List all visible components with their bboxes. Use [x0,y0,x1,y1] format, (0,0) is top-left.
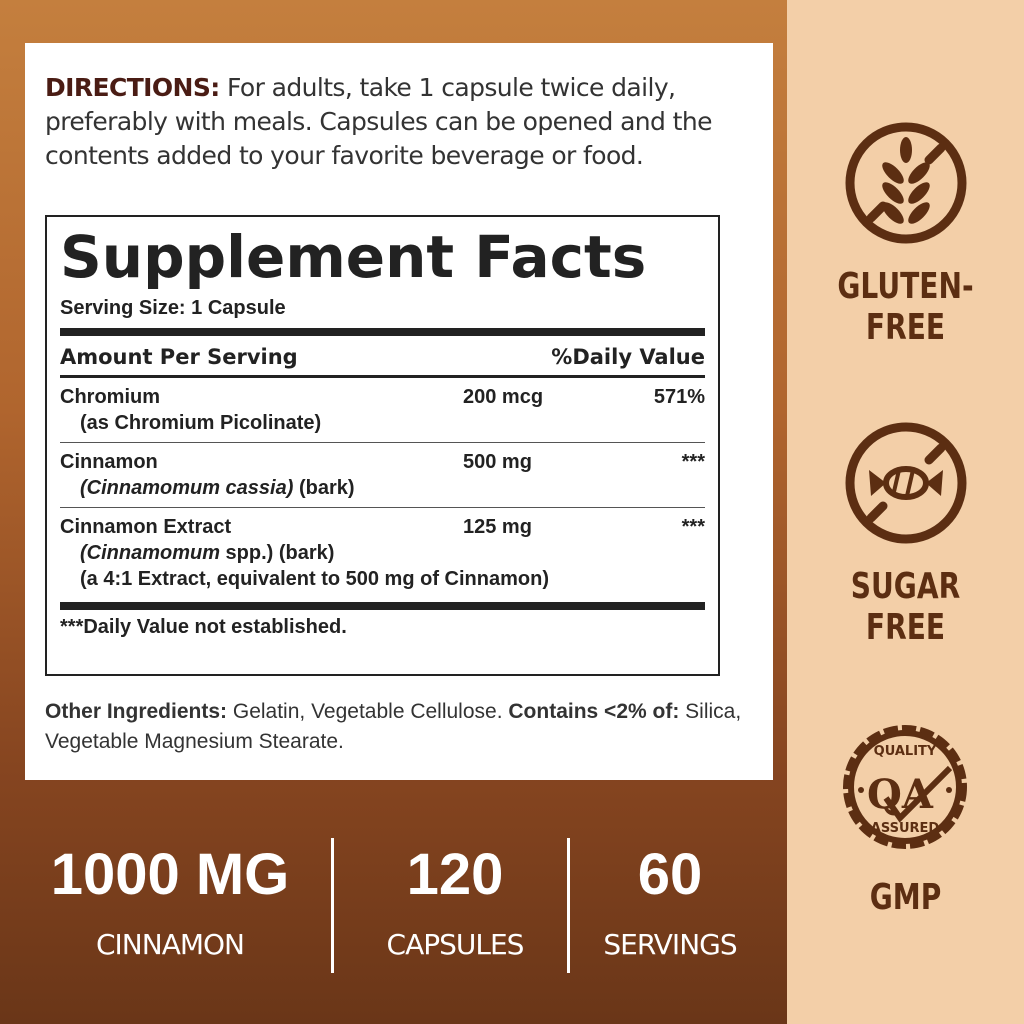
badge-panel [787,0,1024,1024]
facts-title: Supplement Facts [60,223,647,291]
badge-sugar-free: SUGAR FREE [787,418,1024,648]
divider [331,838,334,973]
stat-dose: 1000 MG CINNAMON [50,842,290,961]
svg-text:QUALITY: QUALITY [874,744,937,759]
supplement-facts-panel: Supplement Facts Serving Size: 1 Capsule… [45,215,720,676]
facts-row: Cinnamon (Cinnamomum cassia) (bark) 500 … [60,451,705,499]
facts-row: Chromium (as Chromium Picolinate) 200 mc… [60,386,705,434]
quality-assured-seal-icon: QUALITY QA ASSURED [843,725,967,849]
no-candy-icon [845,422,966,544]
divider [567,838,570,973]
other-ingredients: Other Ingredients: Gelatin, Vegetable Ce… [45,700,742,753]
badge-gmp: QUALITY QA ASSURED GMP [787,720,1024,918]
facts-row: Cinnamon Extract (Cinnamomum spp.) (bark… [60,516,705,590]
stat-capsules: 120 CAPSULES [386,842,525,961]
stat-servings: 60 SERVINGS [603,842,737,961]
label-card: DIRECTIONS: For adults, take 1 capsule t… [25,43,773,780]
footnote: ***Daily Value not established. [60,616,347,638]
no-wheat-icon [845,122,966,244]
svg-text:ASSURED: ASSURED [871,821,940,836]
directions: DIRECTIONS: For adults, take 1 capsule t… [45,73,712,170]
badge-gluten-free: GLUTEN-FREE [787,118,1024,348]
facts-header: Amount Per Serving %Daily Value [60,345,705,369]
serving-size: Serving Size: 1 Capsule [60,297,286,319]
